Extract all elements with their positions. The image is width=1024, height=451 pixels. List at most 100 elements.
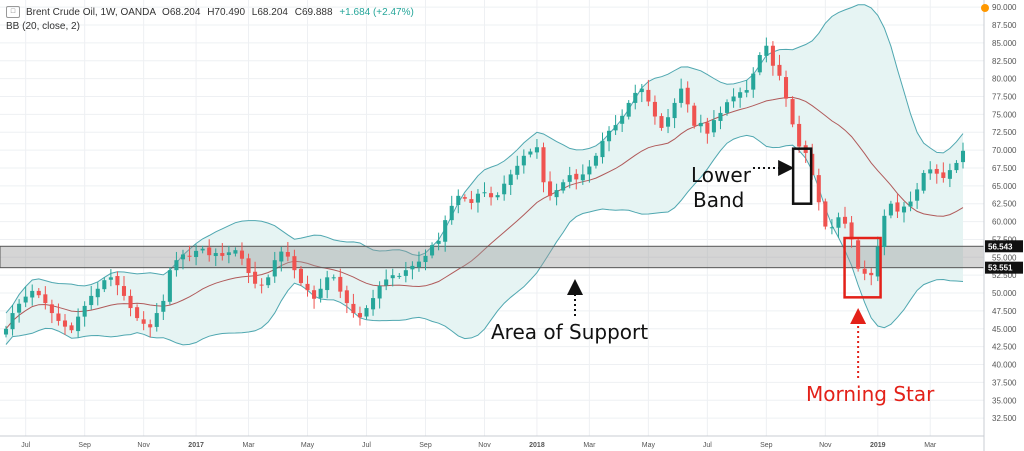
ohlc-values: O68.204 H70.490 L68.204 C69.888 +1.684 (… [162, 7, 418, 18]
candle-body [253, 271, 258, 284]
time-tick-label: Jul [21, 442, 30, 449]
time-tick-label: Mar [583, 442, 596, 449]
candle-body [567, 175, 572, 182]
candle-body [783, 77, 789, 99]
candle-body [862, 268, 867, 274]
candle-body [587, 166, 592, 175]
candle-body [82, 305, 87, 317]
high-value: H70.490 [207, 6, 246, 18]
candle-body [344, 290, 349, 304]
candle-body [875, 246, 880, 277]
price-tick-label: 32.500 [992, 414, 1017, 423]
price-tick-label: 37.500 [992, 378, 1017, 387]
candle-body [705, 122, 710, 134]
candle-body [823, 201, 828, 227]
candle-body [377, 285, 382, 299]
candle-body [633, 92, 638, 103]
support-label: Area of Support [491, 320, 648, 344]
candle-body [475, 193, 480, 203]
candle-body [62, 320, 68, 327]
candle-body [790, 99, 795, 125]
price-tick-label: 50.000 [992, 289, 1017, 298]
time-tick-label: 2019 [870, 442, 886, 449]
candle-body [312, 290, 317, 299]
candle-body [869, 272, 874, 276]
open-value: O68.204 [162, 6, 201, 18]
time-tick-label: Mar [242, 442, 255, 449]
candle-body [908, 201, 913, 207]
bollinger-bands [5, 4, 964, 346]
time-tick-label: Mar [924, 442, 937, 449]
symbol-title[interactable]: Brent Crude Oil, 1W, OANDA [26, 6, 157, 18]
candle-body [298, 268, 303, 284]
price-axis-bg [984, 0, 1024, 451]
price-tick-label: 70.000 [992, 146, 1017, 155]
annotations: Lower Band Area of Support Morning Star [491, 147, 935, 406]
candle-body [384, 279, 389, 286]
lower-band-line [5, 134, 964, 346]
candle-body [816, 175, 821, 203]
morning-star-box [843, 236, 882, 299]
candle-body [318, 288, 323, 298]
candle-body [430, 245, 435, 256]
price-tick-label: 72.500 [992, 128, 1017, 137]
chart-legend: □ Brent Crude Oil, 1W, OANDA O68.204 H70… [6, 5, 418, 33]
candle-body [724, 102, 730, 113]
candle-body [580, 174, 585, 181]
price-tick-label: 90.000 [992, 3, 1017, 12]
candle-body [698, 122, 703, 127]
time-tick-label: Nov [819, 442, 832, 449]
candle-body [167, 270, 172, 302]
price-tick-label: 52.500 [992, 271, 1017, 280]
candle-body [685, 87, 690, 105]
time-tick-label: Jul [362, 442, 371, 449]
candle-body [259, 284, 264, 286]
price-tick-label: 87.500 [992, 21, 1017, 30]
candle-body [561, 182, 566, 191]
candle-body [954, 162, 959, 171]
candle-body [285, 252, 290, 257]
candle-body [272, 260, 277, 277]
settings-gear-icon[interactable] [981, 4, 989, 12]
candle-body [502, 183, 507, 195]
candle-body [200, 248, 205, 251]
indicator-label[interactable]: BB (20, close, 2) [6, 20, 80, 32]
candle-body [371, 298, 376, 310]
candle-body [364, 308, 369, 317]
price-tick-label: 82.500 [992, 57, 1017, 66]
collapse-icon[interactable]: □ [6, 6, 20, 18]
candle-body [187, 255, 192, 257]
candle-body [108, 277, 113, 280]
candle-body [718, 112, 723, 121]
candle-body [23, 296, 28, 303]
candle-body [357, 313, 362, 318]
candle-body [305, 283, 310, 291]
candle-body [148, 324, 153, 328]
candle-body [121, 286, 127, 296]
time-tick-label: May [301, 442, 315, 449]
candle-body [30, 290, 35, 298]
candle-body [95, 288, 100, 298]
candle-body [469, 199, 474, 203]
candle-body [960, 150, 966, 163]
time-tick-label: May [642, 442, 656, 449]
price-tick-label: 67.500 [992, 164, 1017, 173]
candle-body [174, 260, 179, 271]
candle-body [895, 202, 900, 212]
candle-body [416, 261, 421, 268]
candle-body [495, 195, 500, 198]
morning-star-label: Morning Star [806, 382, 935, 406]
candle-body [751, 73, 756, 90]
zone-top-tag-bg [985, 240, 1023, 253]
candle-body [279, 251, 284, 262]
candle-body [397, 275, 402, 277]
candle-body [738, 92, 743, 98]
lower-band-box [791, 147, 813, 205]
candle-body [410, 265, 415, 270]
legend-symbol-row: □ Brent Crude Oil, 1W, OANDA O68.204 H70… [6, 5, 418, 19]
basis-line [5, 96, 964, 330]
price-axis[interactable]: 32.500 35.000 37.500 40.000 42.500 45.000 47.5… [981, 0, 1024, 451]
candle-body [482, 192, 487, 194]
candle-body [489, 193, 494, 198]
